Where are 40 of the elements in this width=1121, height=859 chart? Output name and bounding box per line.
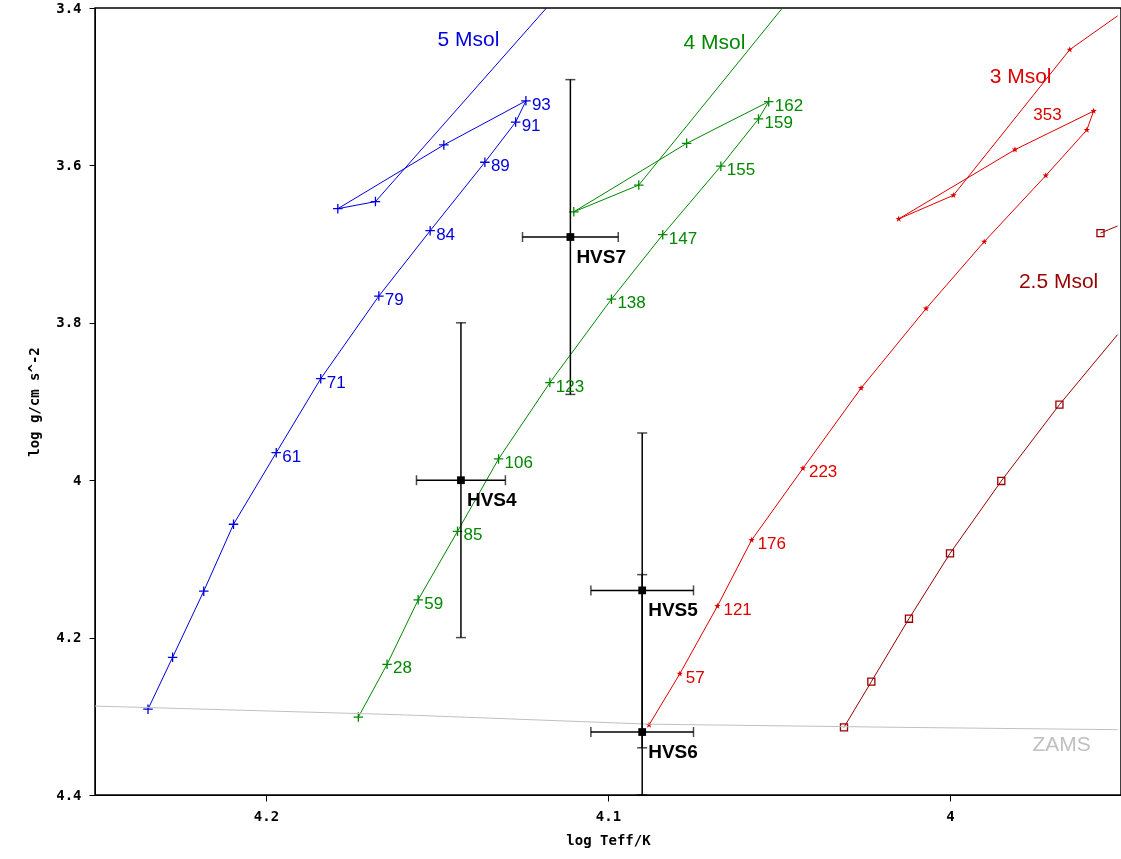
annotation: 57 (685, 667, 705, 687)
y-tick-label: 3.6 (56, 156, 82, 173)
annotation: 162 (774, 95, 804, 115)
x-tick-label: 4.1 (595, 807, 622, 824)
annotation: 121 (723, 600, 752, 620)
annotation: 159 (764, 112, 793, 132)
annotation: 61 (282, 446, 302, 466)
x-tick-label: 4 (946, 807, 955, 824)
annotation: 353 (1033, 105, 1062, 125)
annotation: 85 (463, 525, 483, 545)
annotation: 155 (726, 160, 756, 180)
annotation: 176 (757, 534, 787, 554)
y-tick-label: 3.4 (56, 0, 82, 16)
x-tick-label: 4.2 (253, 807, 280, 824)
annotation: HVS5 (648, 599, 699, 621)
annotation: HVS6 (648, 741, 698, 763)
series-label: 3 Msol (989, 63, 1052, 87)
annotation: 106 (504, 452, 533, 472)
annotation: 91 (521, 116, 541, 136)
annotation: 79 (384, 290, 404, 310)
annotation: 93 (531, 94, 551, 114)
y-tick-label: 4.2 (56, 629, 82, 646)
x-axis-title: log Teff/K (566, 831, 652, 848)
annotation: 223 (808, 462, 838, 482)
y-tick-label: 4 (73, 471, 82, 488)
y-axis-title: log g/cm s^-2 (26, 347, 43, 457)
annotation: 59 (424, 593, 444, 613)
annotation: 71 (326, 372, 346, 392)
annotation: 138 (617, 293, 646, 313)
series-label: 5 Msol (437, 27, 500, 50)
series-label: 4 Msol (683, 30, 746, 53)
text: 2.5 Msol (1018, 268, 1099, 292)
annotation: 147 (668, 228, 698, 248)
y-tick-label: 4.4 (56, 786, 82, 803)
annotation: 84 (436, 224, 456, 244)
y-tick-label: 3.8 (56, 314, 82, 331)
series-label: ZAMS (1032, 731, 1091, 755)
annotation: HVS7 (576, 246, 627, 268)
annotation: 28 (393, 658, 412, 678)
annotation: 89 (490, 156, 510, 176)
